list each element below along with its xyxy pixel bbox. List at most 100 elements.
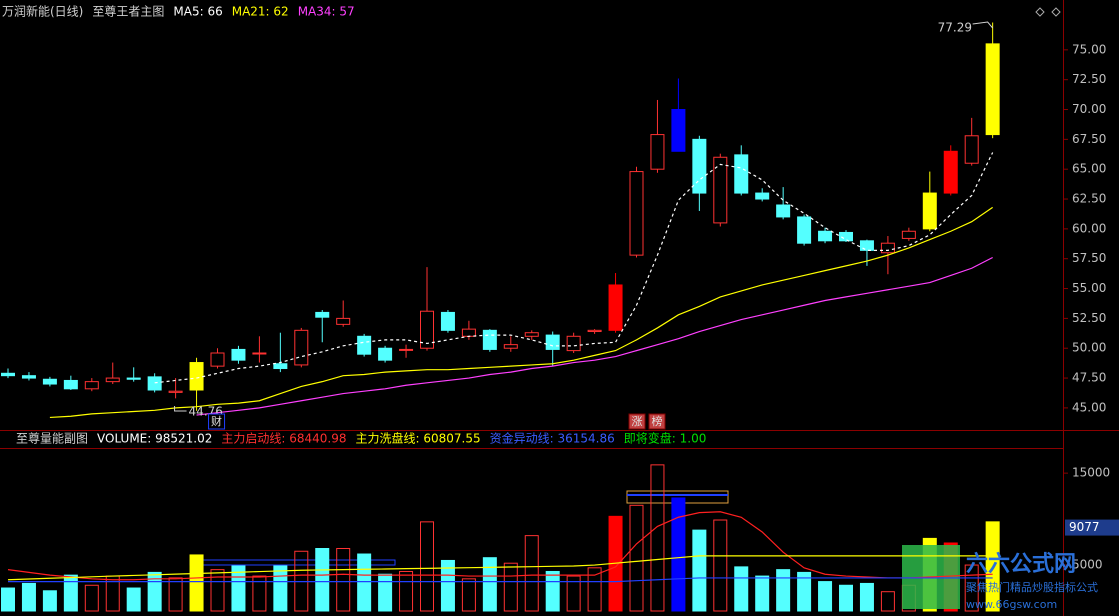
- candle-body: [818, 230, 833, 242]
- candle-body: [399, 348, 414, 351]
- candle-body: [859, 240, 874, 251]
- volume-bar: [126, 587, 141, 612]
- candle-body: [252, 352, 267, 355]
- header-item: 万润新能(日线): [2, 4, 83, 19]
- header-item: MA21: 62: [232, 5, 289, 19]
- volume-bar: [503, 562, 518, 612]
- candle-body: [734, 154, 749, 194]
- y-tick-label: 47.50: [1072, 371, 1106, 385]
- header-item: VOLUME: 98521.02: [97, 432, 212, 446]
- ma-line: [49, 206, 993, 419]
- candle-body: [378, 347, 393, 361]
- volume-bar: [84, 584, 99, 612]
- candle-body: [315, 311, 330, 318]
- y-tick-label: 15000: [1072, 466, 1110, 480]
- annotation: 涨: [632, 415, 643, 428]
- candle-body: [608, 284, 623, 331]
- header-item: MA5: 66: [173, 5, 222, 19]
- candle-body: [671, 109, 686, 152]
- logo-slogan: 聚焦热门精品炒股指标公式: [966, 580, 1098, 594]
- indicator-line: [7, 511, 993, 581]
- volume-bar: [420, 521, 434, 612]
- candle-body: [524, 332, 539, 337]
- volume-bar: [168, 577, 183, 612]
- volume-bar: [315, 548, 330, 612]
- volume-bar: [42, 590, 57, 612]
- volume-bar: [189, 554, 204, 612]
- volume-bar: [482, 557, 497, 612]
- candle-body: [357, 335, 372, 355]
- volume-bar: [566, 575, 581, 612]
- candle-body: [482, 329, 497, 350]
- candle-body: [440, 311, 455, 331]
- volume-bar: [650, 464, 665, 612]
- candle-body: [336, 317, 351, 325]
- marker-box: [1065, 519, 1119, 536]
- y-tick-label: 67.50: [1072, 132, 1106, 146]
- annotation: 财: [211, 414, 222, 428]
- indicator-line: [8, 577, 993, 583]
- candle-body: [713, 156, 728, 224]
- header-item: 至尊王者主图: [92, 4, 164, 19]
- candle-body: [189, 362, 204, 391]
- volume-bar: [839, 584, 853, 612]
- candle-body: [985, 43, 1000, 136]
- volume-bar: [755, 575, 770, 612]
- y-tick-label: 57.50: [1072, 251, 1106, 265]
- indicator-line: [7, 555, 993, 581]
- candle-body: [21, 375, 36, 379]
- candle-body: [545, 334, 560, 350]
- volume-bar: [357, 553, 372, 612]
- volume-bar: [734, 566, 749, 612]
- candle-body: [943, 150, 958, 194]
- volume-bar: [440, 559, 455, 612]
- candle-body: [901, 230, 916, 239]
- candle-body: [84, 381, 99, 390]
- header-item: 主力启动线: 68440.98: [221, 432, 346, 446]
- volume-bar: [273, 565, 288, 612]
- annotation: 榜: [652, 414, 663, 428]
- candle-body: [839, 231, 853, 242]
- candle-body: [566, 335, 581, 352]
- ma-line: [154, 152, 994, 384]
- header-item: 至尊量能副图: [16, 431, 88, 446]
- y-tick-label: 55.00: [1072, 281, 1106, 295]
- y-tick-label: 52.50: [1072, 311, 1106, 325]
- volume-bar: [63, 574, 78, 612]
- header-item: 即将变盘: 1.00: [624, 431, 707, 446]
- volume-bar: [797, 571, 812, 612]
- y-tick-label: 65.00: [1072, 162, 1106, 176]
- candle-body: [210, 352, 225, 367]
- candle-body: [105, 377, 120, 383]
- candle-body: [503, 344, 518, 349]
- candle-body: [168, 390, 183, 393]
- logo-name: 六六公式网: [966, 552, 1076, 577]
- y-tick-label: 50.00: [1072, 341, 1106, 355]
- candle-body: [63, 379, 78, 390]
- y-tick-label: 75.00: [1072, 42, 1106, 56]
- candle-body: [880, 242, 895, 254]
- volume-bar: [524, 535, 539, 612]
- candle-body: [776, 204, 791, 218]
- candle-body: [629, 171, 644, 256]
- candle-body: [273, 363, 288, 370]
- high-label: 77.29: [938, 21, 972, 35]
- volume-bar: [399, 570, 414, 612]
- volume-bar: [964, 564, 979, 612]
- header-item: MA34: 57: [298, 5, 355, 19]
- volume-bar: [587, 567, 602, 612]
- y-tick-label: 70.00: [1072, 102, 1106, 116]
- volume-bar: [671, 497, 686, 612]
- volume-bar: [776, 569, 791, 612]
- header-item: 资金异动线: 36154.86: [490, 431, 615, 446]
- volume-bar: [1, 587, 15, 612]
- volume-bar: [629, 504, 644, 612]
- candle-body: [126, 377, 141, 380]
- y-tick-label: 5000: [1072, 558, 1103, 572]
- candle-body: [461, 328, 476, 337]
- low-pointer: [174, 406, 187, 412]
- annotation-box: [628, 413, 646, 430]
- window-icons[interactable]: [1035, 7, 1061, 17]
